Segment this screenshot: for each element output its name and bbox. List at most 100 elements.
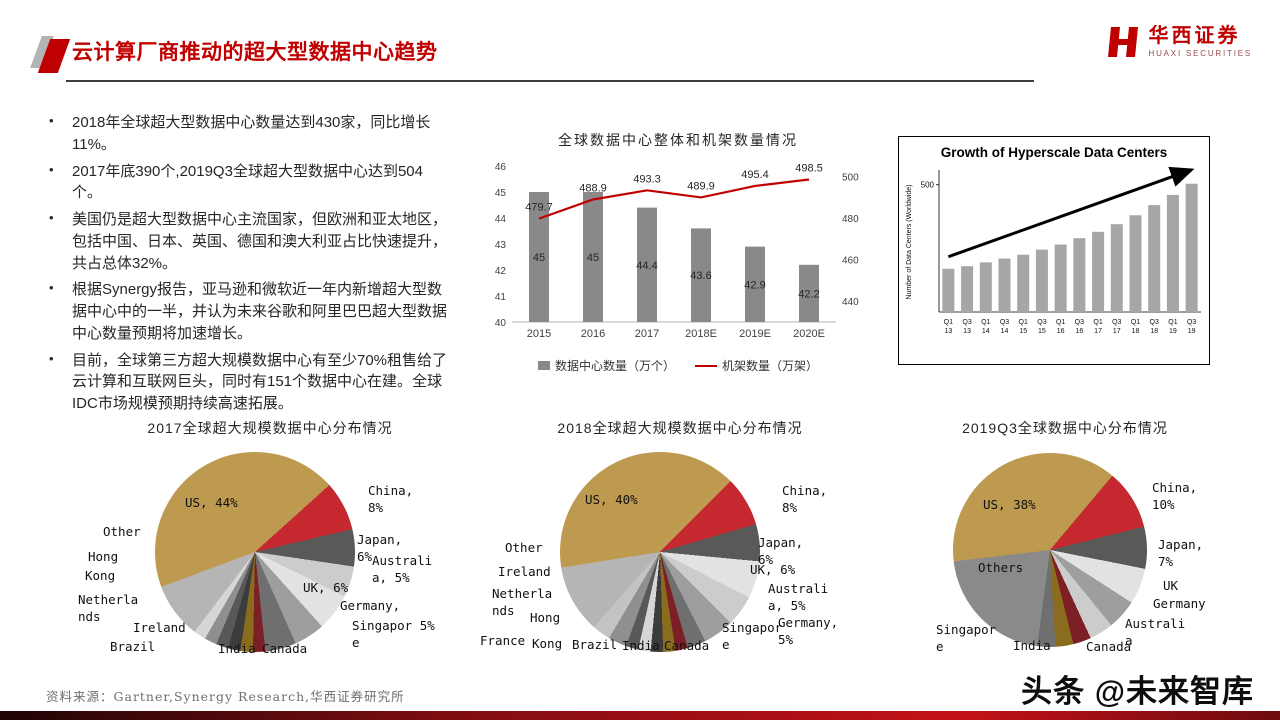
pie-label: US, 38%: [983, 497, 1036, 512]
bullet-item: 2017年底390个,2019Q3全球超大型数据中心达到504个。: [42, 161, 450, 205]
legend-label: 机架数量（万架）: [722, 359, 819, 373]
pie-label: China, 8%: [368, 483, 414, 515]
bar: [691, 228, 711, 322]
brand-name-cn: 华西证券: [1148, 25, 1241, 48]
pie-label: Canada: [664, 638, 710, 653]
x-axis-label: 17: [1094, 328, 1102, 335]
x-axis-label: Q1: [944, 319, 953, 326]
bar-value-label: 45: [587, 252, 599, 264]
bar-value-label: 43.6: [690, 270, 711, 282]
bullet-text: 根据Synergy报告，亚马逊和微软近一年内新增超大型数据中心中的一半，并认为未…: [72, 281, 448, 342]
x-axis-label: Q3: [1150, 319, 1159, 326]
line-value-label: 489.9: [687, 180, 715, 192]
bar: [1185, 183, 1198, 312]
pie-label: Australi a, 5%: [768, 581, 829, 613]
bullet-text: 2018年全球超大型数据中心数量达到430家，同比增长11%。: [72, 114, 431, 153]
legend-item-bars: 数据中心数量（万个）: [537, 357, 675, 374]
x-axis-label: Q3: [1187, 319, 1196, 326]
bar: [799, 264, 819, 322]
pie-label: Others: [978, 560, 1024, 575]
pie-label: Kong: [85, 568, 116, 583]
bar: [1148, 205, 1161, 312]
pie-label: US, 44%: [185, 495, 238, 510]
x-axis-label: 2017: [635, 328, 659, 340]
right-axis-tick: 480: [842, 214, 859, 225]
bullet-item: 美国仍是超大型数据中心主流国家，但欧洲和亚太地区，包括中国、日本、英国、德国和澳…: [42, 209, 450, 274]
x-axis-label: 14: [982, 328, 990, 335]
pie-2017-title: 2017全球超大规模数据中心分布情况: [147, 420, 393, 436]
left-axis-tick: 46: [495, 162, 507, 173]
brand-name-en: HUAXI SECURITIES: [1148, 49, 1252, 59]
pie-label: Canada: [1086, 639, 1132, 654]
pie-label: Singapor e: [722, 620, 783, 652]
bar-legend-swatch: [537, 361, 550, 370]
y-axis-tick: 500: [921, 181, 935, 190]
pie-2018-title: 2018全球超大规模数据中心分布情况: [557, 420, 803, 436]
pie-label: Kong: [532, 636, 563, 651]
bar: [979, 262, 992, 312]
pie-2019q3-chart: [953, 453, 1147, 647]
left-axis-tick: 45: [495, 188, 507, 199]
x-axis-label: Q1: [1019, 319, 1028, 326]
bar-value-label: 42.9: [744, 279, 765, 291]
left-axis-tick: 44: [495, 214, 507, 225]
x-axis-label: 2015: [527, 328, 551, 340]
x-axis-label: 19: [1169, 328, 1177, 335]
pie-label: Brazil: [110, 639, 156, 654]
bullet-text: 2017年底390个,2019Q3全球超大型数据中心达到504个。: [72, 162, 423, 202]
pie-label: US, 40%: [585, 492, 638, 507]
x-axis-label: 2018E: [685, 328, 717, 340]
x-axis-label: Q3: [1037, 319, 1046, 326]
x-axis-label: Q3: [1075, 319, 1084, 326]
legend-label: 数据中心数量（万个）: [554, 359, 675, 373]
line-value-label: 495.4: [741, 169, 769, 181]
x-axis-label: Q1: [1168, 319, 1177, 326]
pie-label: Germany: [1153, 596, 1206, 611]
pie-2019q3-title: 2019Q3全球数据中心分布情况: [962, 420, 1168, 436]
pie-label: Japan, 7%: [1158, 537, 1204, 569]
pie-label: Singapor e: [936, 622, 997, 654]
pie-label: Ireland: [133, 620, 186, 635]
x-axis-label: 19: [1188, 328, 1196, 335]
pie-label: France: [480, 633, 526, 648]
right-axis-tick: 500: [842, 172, 859, 183]
pie-2017-chart: [155, 452, 355, 652]
pie-label: Japan, 6%: [758, 535, 804, 567]
left-axis-tick: 41: [495, 292, 507, 303]
pie-label: Other: [505, 540, 543, 555]
pie-label: Netherla nds: [78, 592, 139, 624]
bar: [637, 207, 657, 322]
pie-label: UK: [1163, 578, 1179, 593]
bullet-text: 目前，全球第三方超大规模数据中心有至少70%租售给了云计算和互联网巨头，同时有1…: [72, 351, 448, 413]
pie-2018-area: US, 40% China, 8% Japan, 6% UK, 6% Australi …: [470, 440, 890, 680]
pie-label: China, 10%: [1152, 480, 1198, 512]
x-axis-label: 17: [1113, 328, 1121, 335]
bar: [745, 246, 765, 322]
pie-label: Brazil: [572, 637, 618, 652]
pie-label: UK, 6%: [750, 562, 796, 577]
pie-label: Canada: [262, 641, 308, 656]
pie-label: Australi a, 5%: [372, 553, 433, 585]
hyperscale-growth-chart: 500 Number of Data Centers (Worldwide) Q1 1…: [906, 166, 1201, 335]
bar: [1129, 215, 1142, 312]
x-axis-label: 2016: [581, 328, 605, 340]
rack-count-line: [538, 178, 810, 220]
source-note: 资料来源：Gartner,Synergy Research,华西证券研究所: [46, 689, 405, 704]
pie-2017-area: US, 44% China, 8% Japan, 6% Australi a, 5% U…: [55, 440, 485, 680]
x-axis-label: Q1: [1131, 319, 1140, 326]
x-axis-label: 16: [1057, 328, 1065, 335]
bar-value-label: 45: [533, 252, 545, 264]
pie-label: India: [1013, 638, 1051, 653]
x-axis-label: 13: [963, 328, 971, 335]
bar: [1017, 254, 1030, 312]
pie-label: UK, 6%: [303, 580, 349, 595]
bar: [583, 192, 603, 322]
pie-2018-block: 2018全球超大规模数据中心分布情况 US, 40% China, 8% Japan…: [470, 418, 890, 680]
bar: [529, 192, 549, 322]
bar: [942, 268, 955, 312]
line-value-label: 488.9: [579, 182, 607, 194]
datacenter-rack-chart: 40 41 42 43 44 45 46 440 460 480 500 2015 45 2016 45 20…: [495, 162, 859, 340]
bar-value-label: 44.4: [636, 260, 657, 272]
pie-label: Netherla nds: [492, 586, 553, 618]
x-axis-label: 2020E: [793, 328, 825, 340]
